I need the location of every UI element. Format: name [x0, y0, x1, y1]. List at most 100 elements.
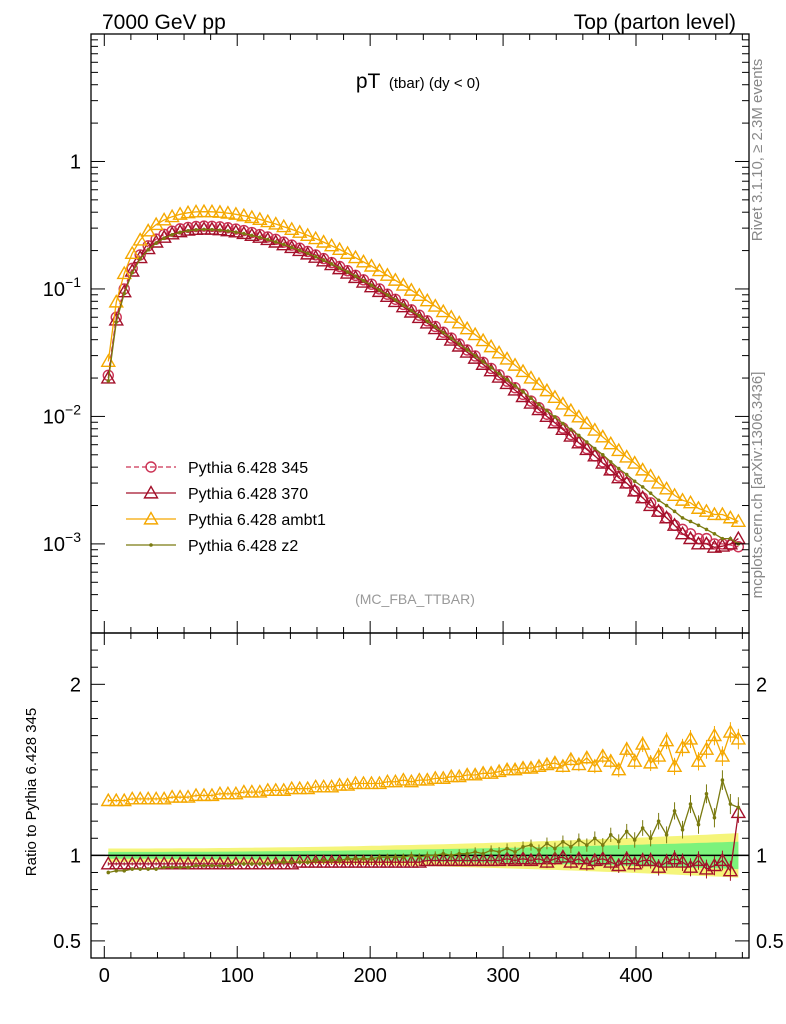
ratio-point	[720, 778, 725, 782]
ratio-point	[242, 862, 246, 866]
tick-exponent: −3	[65, 529, 81, 545]
ratio-point	[499, 761, 515, 776]
data-point	[387, 293, 404, 308]
ratio-point	[307, 779, 324, 793]
ratio-y-tick-label-right: 0.5	[756, 931, 784, 953]
data-point	[704, 527, 709, 532]
data-point	[242, 231, 246, 236]
ratio-point	[138, 867, 142, 871]
ratio-point	[411, 772, 428, 786]
ratio-point	[571, 850, 587, 865]
ratio-point	[363, 775, 380, 790]
ratio-point	[212, 785, 228, 800]
ratio-point	[268, 782, 284, 796]
data-point	[315, 252, 332, 267]
data-point	[403, 282, 420, 296]
ratio-point	[688, 802, 693, 806]
data-point	[571, 434, 587, 449]
data-point	[481, 360, 485, 364]
data-point	[521, 390, 525, 394]
legend-label: Pythia 6.428 370	[188, 486, 308, 503]
ratio-point	[634, 736, 651, 750]
data-point	[276, 218, 292, 233]
ratio-point	[555, 849, 571, 863]
ratio-point	[634, 852, 651, 867]
ratio-point	[100, 792, 116, 807]
data-point	[132, 232, 148, 246]
data-point	[497, 371, 501, 376]
ratio-point	[313, 858, 318, 863]
ratio-point	[228, 856, 244, 870]
header-beam-label: 7000 GeV pp	[102, 11, 226, 34]
ratio-point	[435, 852, 451, 867]
ratio-point	[353, 856, 358, 861]
ratio-point	[579, 749, 595, 764]
data-point	[395, 277, 412, 291]
data-point	[234, 230, 238, 234]
ratio-point	[618, 850, 635, 865]
ratio-point	[513, 850, 517, 854]
y-tick-label: 10−2	[43, 401, 81, 428]
ratio-point	[449, 853, 454, 858]
ratio-point	[331, 777, 348, 791]
data-point	[409, 308, 414, 313]
data-point	[473, 353, 477, 358]
ratio-point	[347, 854, 364, 868]
data-point	[608, 460, 613, 464]
data-point	[626, 455, 643, 469]
ratio-point	[361, 856, 366, 861]
ratio-point	[218, 863, 222, 868]
ratio-point	[680, 827, 685, 832]
data-point	[698, 535, 715, 550]
data-point	[170, 232, 174, 237]
ratio-point	[236, 856, 252, 870]
ratio-y-tick-label-right: 1	[756, 845, 767, 867]
data-point	[491, 344, 507, 359]
data-point	[555, 421, 571, 436]
ratio-point	[611, 857, 627, 872]
ratio-point	[515, 760, 531, 774]
ratio-point	[148, 791, 164, 805]
data-point	[648, 491, 653, 495]
data-point	[339, 245, 356, 259]
ratio-point	[260, 782, 276, 796]
data-point	[250, 233, 254, 238]
data-point	[188, 204, 204, 218]
data-point	[674, 492, 691, 506]
legend-entry: Pythia 6.428 ambt1	[126, 511, 326, 529]
data-point	[273, 240, 278, 244]
ratio-point	[674, 854, 691, 868]
ratio-point	[505, 846, 509, 851]
data-point	[196, 203, 212, 218]
ratio-point	[331, 854, 348, 868]
data-point	[212, 204, 228, 218]
data-point	[642, 497, 659, 512]
data-point	[690, 500, 707, 514]
y-tick-label: 10−1	[43, 274, 81, 301]
ratio-point	[210, 863, 214, 868]
data-point	[411, 287, 428, 302]
data-point	[196, 221, 212, 235]
data-point	[587, 448, 603, 462]
data-point	[465, 348, 469, 352]
data-point	[603, 435, 619, 450]
ratio-point	[499, 850, 515, 865]
ratio-point	[108, 856, 124, 870]
ratio-point	[108, 792, 124, 807]
data-point	[337, 266, 342, 270]
tick-exponent: −2	[65, 401, 81, 417]
data-point	[732, 541, 745, 553]
data-point	[513, 383, 517, 388]
data-point	[377, 288, 382, 292]
ratio-point	[603, 753, 619, 767]
ratio-point	[337, 858, 342, 863]
y-tick-label: 10−3	[43, 529, 81, 556]
header-process-label: Top (parton level)	[574, 11, 736, 34]
data-point	[339, 265, 356, 279]
data-point	[441, 330, 446, 335]
x-tick-label: 100	[221, 965, 254, 987]
data-point	[244, 209, 260, 224]
legend-label: Pythia 6.428 345	[188, 460, 308, 477]
data-point	[252, 211, 268, 226]
data-point	[475, 332, 491, 347]
